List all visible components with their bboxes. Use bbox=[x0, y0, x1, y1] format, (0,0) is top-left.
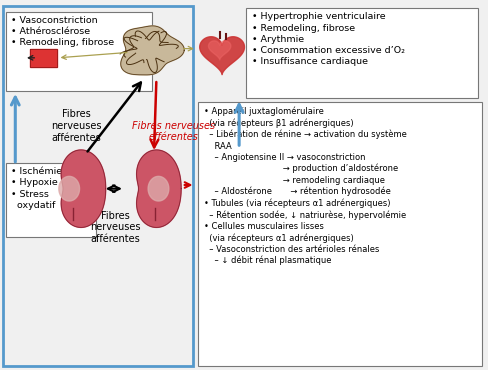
Polygon shape bbox=[121, 26, 184, 75]
FancyBboxPatch shape bbox=[5, 12, 152, 91]
Text: • Ischémie
• Hypoxie
• Stress
  oxydatif: • Ischémie • Hypoxie • Stress oxydatif bbox=[11, 167, 62, 210]
FancyBboxPatch shape bbox=[198, 102, 483, 366]
Polygon shape bbox=[30, 48, 57, 67]
Polygon shape bbox=[208, 41, 231, 60]
Polygon shape bbox=[148, 176, 169, 201]
Text: • Vasoconstriction
• Athérosclérose
• Remodeling, fibrose: • Vasoconstriction • Athérosclérose • Re… bbox=[11, 16, 115, 47]
Text: Fibres nerveuses
efférentes: Fibres nerveuses efférentes bbox=[132, 121, 215, 142]
Polygon shape bbox=[61, 150, 106, 228]
FancyBboxPatch shape bbox=[5, 163, 96, 236]
Polygon shape bbox=[137, 150, 181, 228]
Text: Fibres
nerveuses
afférentes: Fibres nerveuses afférentes bbox=[51, 110, 102, 142]
Text: • Appareil juxtaglomérulaire
  (via récepteurs β1 adrénergiques)
  – Libération : • Appareil juxtaglomérulaire (via récept… bbox=[203, 107, 407, 266]
Polygon shape bbox=[200, 37, 244, 74]
FancyBboxPatch shape bbox=[246, 8, 478, 98]
Polygon shape bbox=[59, 176, 80, 201]
Text: • Hypertrophie ventriculaire
• Remodeling, fibrose
• Arythmie
• Consommation exc: • Hypertrophie ventriculaire • Remodelin… bbox=[252, 13, 405, 66]
Text: Fibres
nerveuses
afférentes: Fibres nerveuses afférentes bbox=[90, 211, 140, 244]
